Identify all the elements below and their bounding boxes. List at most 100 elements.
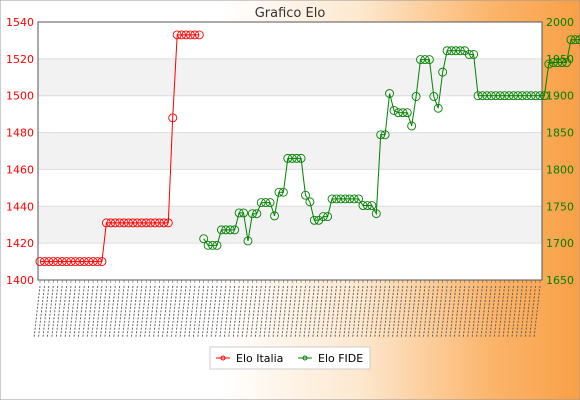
legend-item: Elo FIDE [298, 352, 363, 365]
x-tick-label [347, 285, 355, 339]
x-tick-label [157, 285, 165, 339]
x-tick-label [55, 285, 63, 339]
data-point [327, 194, 337, 204]
data-point [491, 91, 501, 101]
x-tick-label [493, 285, 501, 339]
x-tick-label [312, 285, 320, 339]
data-point [208, 240, 218, 250]
data-point [287, 153, 297, 163]
data-point [318, 212, 328, 222]
data-point [438, 67, 448, 77]
x-tick-label [502, 285, 510, 339]
x-tick-label [365, 285, 373, 339]
data-point [442, 46, 452, 56]
data-point [101, 218, 111, 228]
plot-band [38, 169, 542, 207]
data-point [150, 218, 160, 228]
x-tick-label [471, 285, 479, 339]
x-tick-label [268, 285, 275, 339]
data-point [354, 194, 364, 204]
x-tick-label [250, 285, 258, 339]
data-point [389, 106, 399, 115]
data-point [265, 198, 275, 208]
x-tick-label [95, 285, 103, 339]
x-tick-label [99, 285, 107, 339]
data-point [553, 58, 563, 67]
x-tick-label [533, 285, 541, 339]
data-point [292, 153, 302, 163]
legend-box [209, 346, 371, 370]
x-tick-label [511, 285, 519, 339]
x-tick-label [60, 285, 67, 339]
x-tick-label [77, 285, 85, 339]
data-point [177, 30, 187, 40]
data-point [500, 91, 510, 101]
x-tick-label [334, 285, 342, 339]
x-tick-label [272, 285, 280, 339]
x-tick-label [515, 285, 523, 339]
data-point [371, 209, 381, 219]
data-point [270, 211, 279, 221]
left-tick-label: 1520 [6, 53, 34, 66]
right-tick-label: 1800 [546, 163, 574, 176]
x-tick-label [237, 285, 244, 339]
x-tick-label [91, 285, 98, 339]
x-tick-label [383, 285, 391, 339]
x-tick-label [400, 285, 408, 339]
chart-title: Grafico Elo [255, 6, 326, 21]
x-tick-label [436, 285, 444, 339]
x-tick-label [453, 285, 461, 339]
data-point [66, 257, 76, 267]
x-tick-label [520, 285, 528, 339]
data-point [562, 58, 571, 67]
x-tick-label [378, 285, 386, 339]
data-point [526, 91, 536, 101]
data-point [106, 218, 116, 228]
plot-background [38, 22, 542, 280]
data-point [473, 91, 483, 101]
left-tick-label: 1540 [6, 16, 34, 29]
x-tick-label [188, 285, 196, 339]
data-point [349, 194, 359, 204]
x-tick-label [462, 285, 470, 339]
data-point [469, 49, 479, 59]
data-point [358, 201, 368, 210]
x-tick-label [285, 285, 293, 339]
plot-band [38, 206, 542, 244]
right-tick-label: 1750 [546, 200, 574, 213]
x-tick-label [449, 285, 457, 339]
data-point [155, 218, 164, 228]
data-point [486, 91, 496, 101]
data-point [79, 257, 89, 267]
x-tick-label [330, 285, 337, 339]
data-point [221, 225, 231, 235]
data-point [362, 201, 372, 210]
right-tick-label: 1900 [546, 90, 574, 103]
data-point [566, 35, 576, 45]
data-point [75, 257, 85, 267]
data-point [146, 218, 156, 228]
data-point [323, 212, 333, 222]
data-point [411, 92, 421, 101]
left-tick-label: 1460 [6, 163, 34, 176]
left-tick-label: 1420 [6, 237, 34, 250]
data-point [225, 225, 235, 235]
x-tick-label [113, 285, 121, 339]
x-tick-label [210, 285, 218, 339]
x-tick-label [51, 285, 59, 339]
legend-marker [220, 355, 226, 361]
left-tick-label: 1440 [6, 200, 34, 213]
x-tick-label [440, 285, 448, 339]
data-point [451, 46, 461, 56]
data-point [385, 89, 395, 98]
data-point [62, 257, 71, 267]
x-tick-label [529, 285, 537, 339]
x-tick-label [214, 285, 222, 339]
x-tick-label [135, 285, 143, 339]
x-tick-label [352, 285, 360, 339]
data-point [495, 91, 505, 101]
x-tick-label [422, 285, 430, 339]
data-point [478, 91, 487, 101]
data-point [522, 91, 532, 101]
